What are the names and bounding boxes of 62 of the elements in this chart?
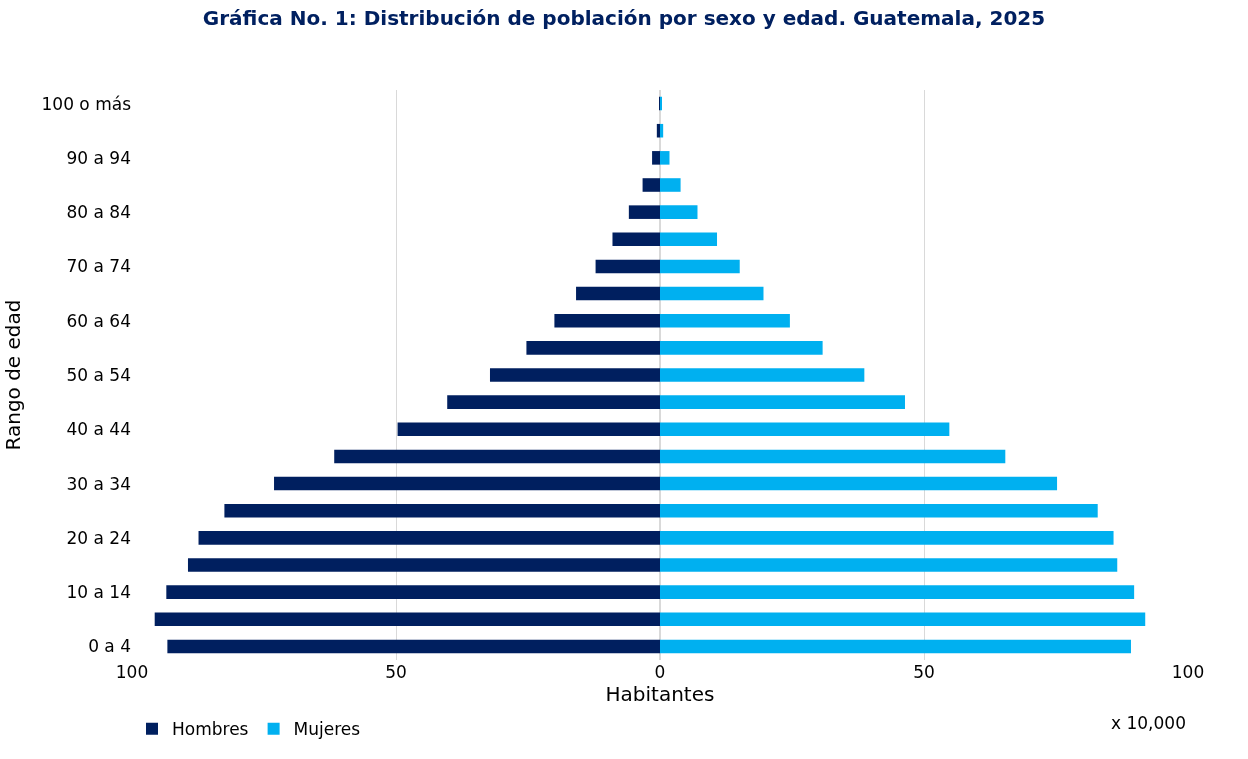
bar	[660, 313, 790, 328]
bar	[660, 612, 1146, 627]
y-tick-label: 40 a 44	[66, 419, 131, 440]
y-tick-label: 70 a 74	[66, 256, 131, 277]
bar	[660, 123, 664, 138]
y-tick-label: 50 a 54	[66, 364, 131, 385]
x-tick-label: 0	[654, 662, 666, 682]
bar	[154, 612, 660, 627]
bar	[660, 449, 1006, 464]
bar	[447, 395, 660, 409]
y-tick-label: 90 a 94	[66, 147, 131, 168]
bar	[660, 151, 670, 165]
bar	[595, 259, 660, 274]
bar	[554, 313, 660, 328]
bar	[660, 205, 698, 219]
y-tick-label: 80 a 84	[66, 202, 131, 223]
x-tick-label: 50	[385, 662, 407, 682]
bar	[489, 368, 660, 382]
bar	[660, 422, 950, 437]
bar	[224, 503, 660, 518]
bar	[642, 178, 660, 192]
bar	[660, 286, 764, 301]
y-tick-label: 0 a 4	[88, 636, 131, 657]
bar	[660, 639, 1131, 654]
x-tick-label: 100	[1171, 662, 1205, 682]
y-axis-title: Rango de edad	[1, 299, 25, 451]
bar	[167, 639, 660, 654]
bar	[628, 205, 660, 219]
x-tick-label: 50	[913, 662, 935, 682]
bar	[660, 368, 865, 382]
bar	[397, 422, 660, 437]
bar	[187, 558, 660, 572]
bar	[660, 503, 1098, 518]
bar	[274, 476, 660, 491]
bar	[334, 449, 660, 464]
x-tick-label: 100	[115, 662, 149, 682]
y-tick-label: 30 a 34	[66, 473, 131, 494]
y-tick-label: 20 a 24	[66, 527, 131, 548]
bar	[526, 341, 660, 355]
bar	[660, 178, 681, 192]
bar	[660, 476, 1058, 491]
bar	[612, 232, 660, 247]
bar	[652, 151, 660, 165]
x-axis-title: Habitantes	[605, 682, 715, 706]
y-tick-label: 60 a 64	[66, 310, 131, 331]
legend-label: Mujeres	[293, 719, 361, 740]
bar	[660, 585, 1135, 599]
bar	[660, 232, 718, 247]
bar	[660, 341, 823, 355]
bar	[166, 585, 660, 599]
bar	[660, 531, 1114, 545]
bar	[660, 259, 740, 274]
text: x 10,000	[1111, 713, 1186, 733]
bar	[660, 558, 1118, 572]
y-tick-label: 100 o más	[41, 93, 132, 114]
bar	[198, 531, 660, 545]
chart-title: Gráfica No. 1: Distribución de población por sexo y edad. Guatemala, 2025	[202, 6, 1046, 31]
bar	[656, 123, 660, 138]
y-tick-label: 10 a 14	[66, 582, 131, 603]
bar	[576, 286, 660, 301]
bar	[660, 395, 905, 409]
legend-label: Hombres	[172, 719, 249, 740]
